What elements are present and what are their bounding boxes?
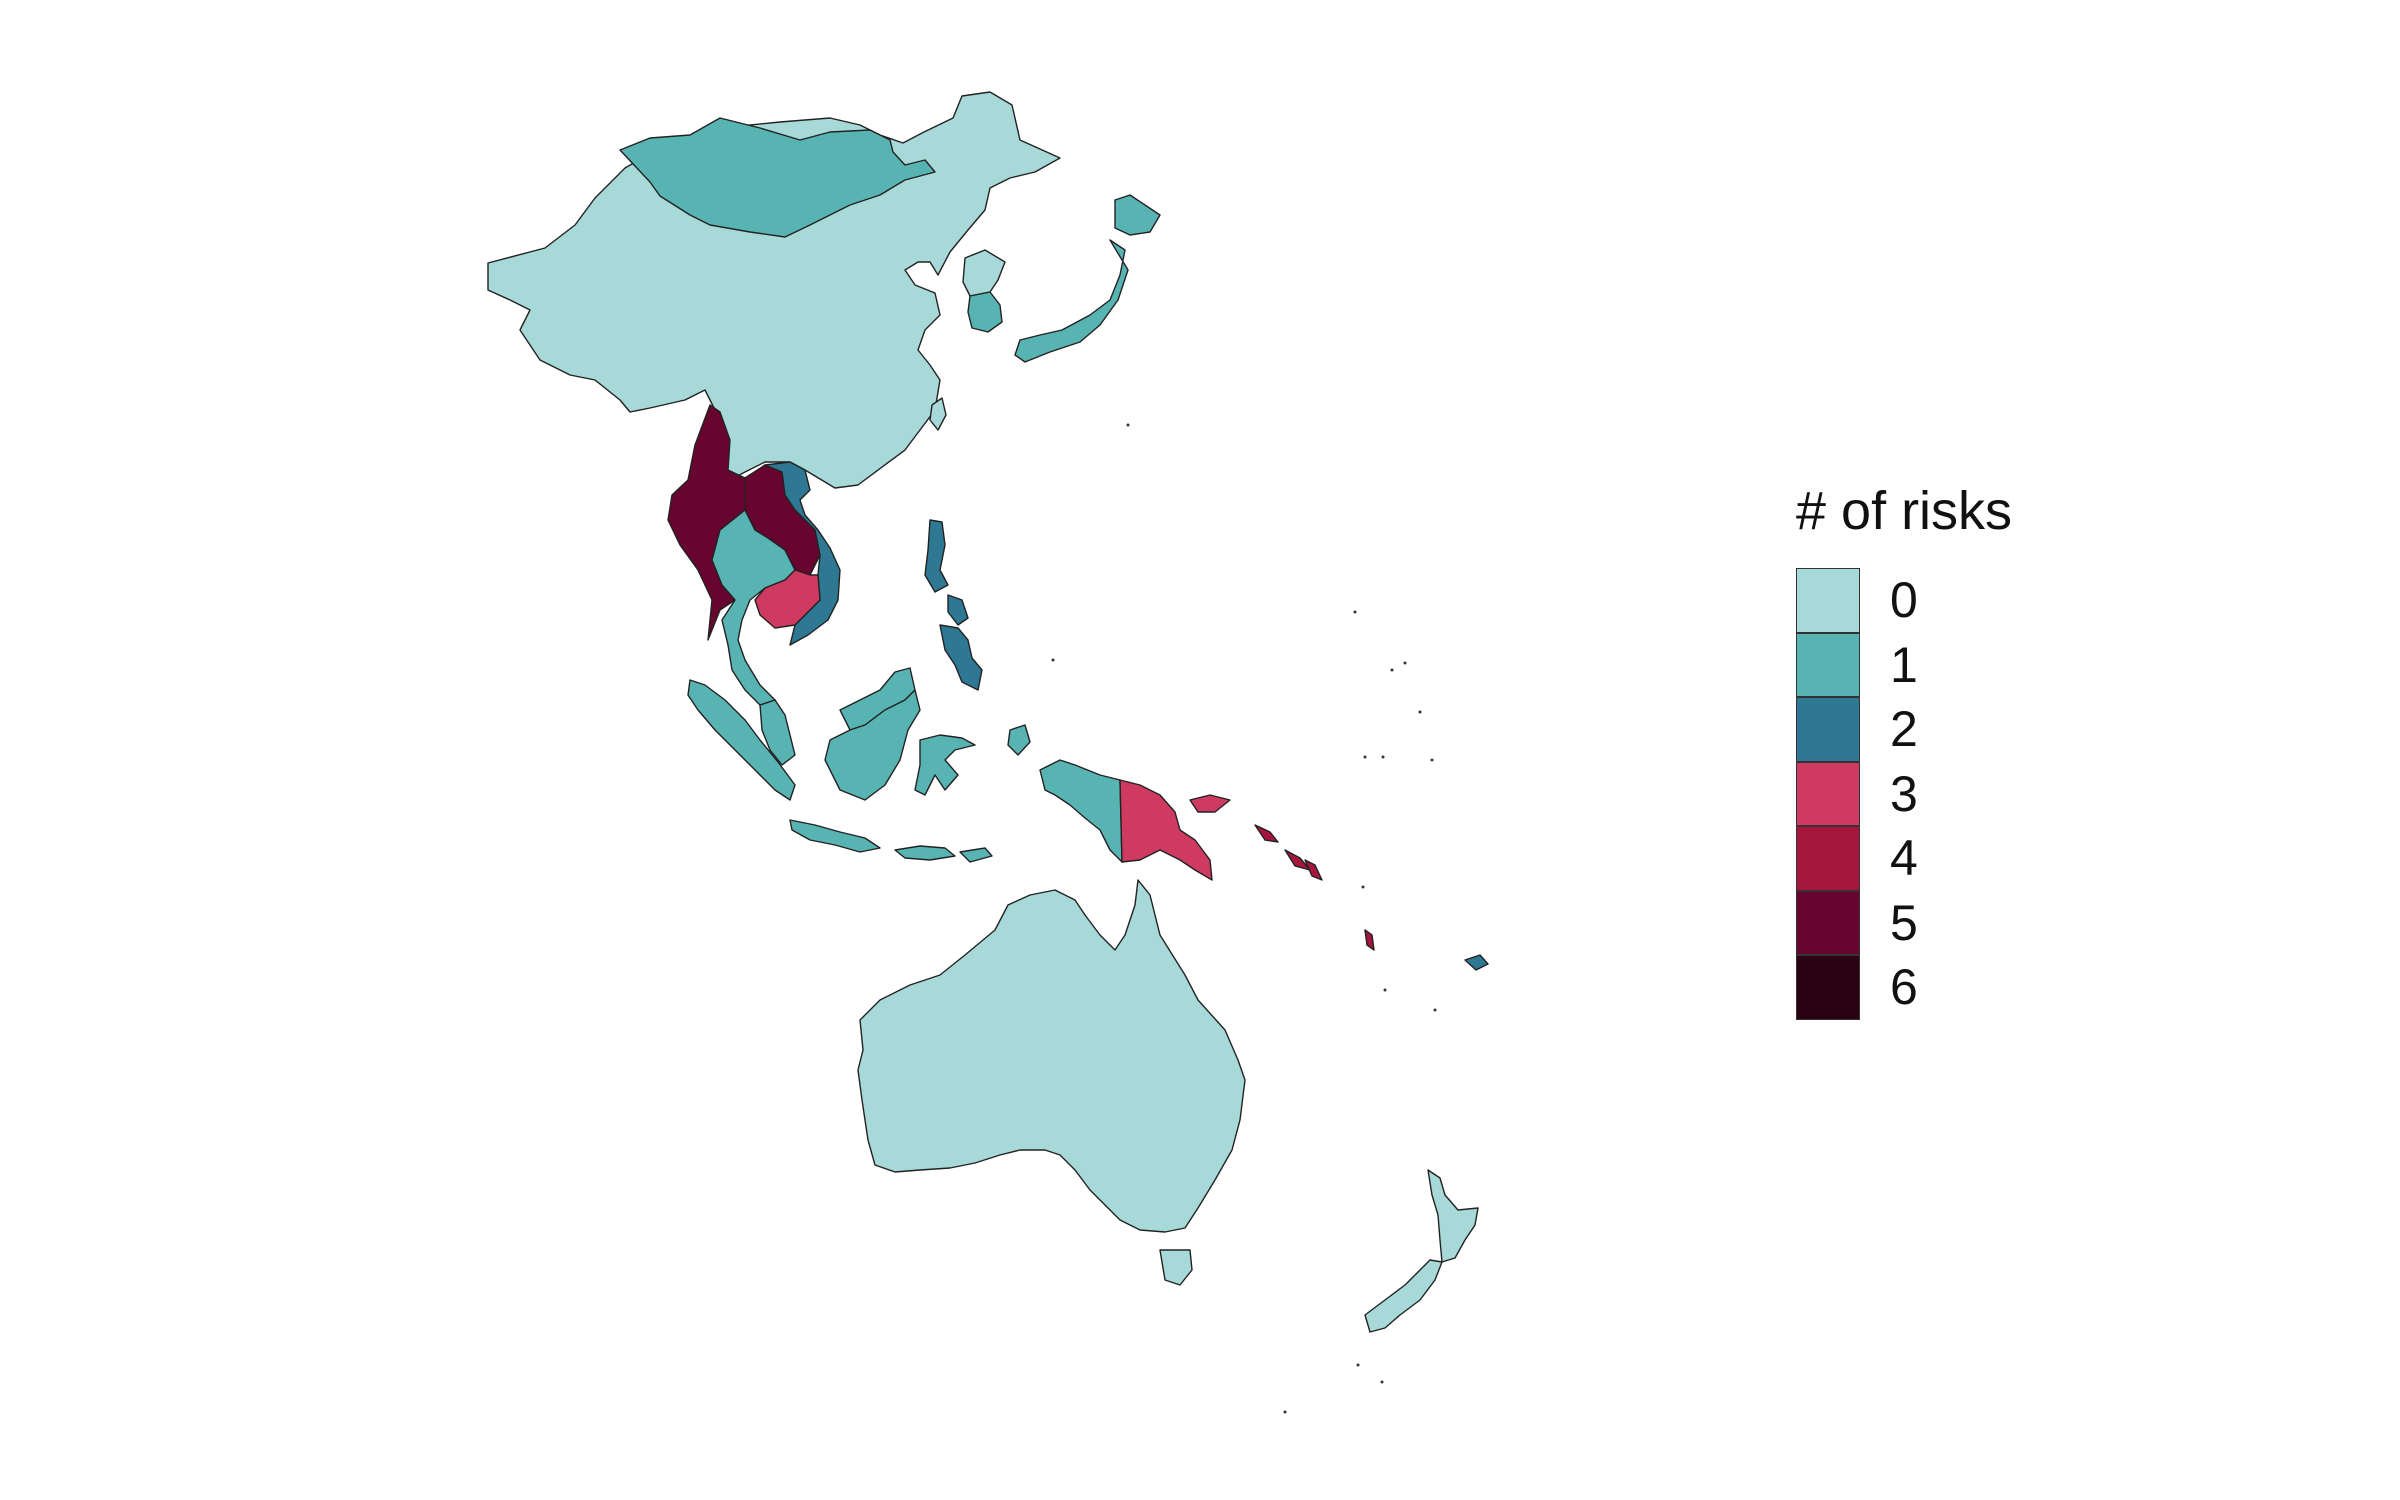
islet-marker <box>1381 755 1385 759</box>
philippines <box>947 594 969 626</box>
south-korea <box>967 291 1003 333</box>
islet-marker <box>1283 1410 1287 1414</box>
islet-marker <box>1418 710 1422 714</box>
fiji <box>1464 954 1489 971</box>
islet-marker <box>1353 610 1357 614</box>
legend-label: 0 <box>1890 572 1918 629</box>
islet-marker <box>1380 1380 1384 1384</box>
indonesia <box>1039 759 1123 863</box>
legend-swatch <box>1796 697 1860 762</box>
new-zealand <box>1364 1259 1443 1333</box>
islet-marker <box>1390 668 1394 672</box>
legend-label: 6 <box>1890 959 1918 1016</box>
legend-label: 5 <box>1890 894 1918 951</box>
islet-marker <box>1403 661 1407 665</box>
philippines <box>924 519 949 593</box>
legend-label: 3 <box>1890 765 1918 822</box>
islet-marker <box>1356 1363 1360 1367</box>
legend-label: 2 <box>1890 701 1918 758</box>
legend-swatch <box>1796 761 1860 826</box>
indonesia <box>789 819 881 853</box>
legend-item: 6 <box>1796 955 2096 1020</box>
papua-new-guinea <box>1119 779 1213 881</box>
legend: # of risks 0 1 2 3 4 5 6 <box>1796 484 2096 1020</box>
legend-item: 4 <box>1796 826 2096 891</box>
indonesia <box>959 847 993 863</box>
islet-marker <box>1126 423 1130 427</box>
legend-label: 4 <box>1890 830 1918 887</box>
australia <box>857 879 1246 1233</box>
solomon-islands <box>1304 859 1323 881</box>
indonesia <box>914 734 976 796</box>
islet-marker <box>1361 885 1365 889</box>
indonesia <box>894 845 956 861</box>
vietnam <box>764 461 841 646</box>
legend-item: 5 <box>1796 890 2096 955</box>
cambodia <box>754 569 821 629</box>
legend-swatch <box>1796 826 1860 891</box>
australia <box>1159 1249 1193 1286</box>
japan <box>1114 194 1161 236</box>
islet-marker <box>1433 1008 1437 1012</box>
islet-marker <box>1051 658 1055 662</box>
legend-swatch <box>1796 955 1860 1020</box>
legend-swatch <box>1796 890 1860 955</box>
legend-item: 0 <box>1796 568 2096 633</box>
vanuatu <box>1364 929 1375 951</box>
indonesia <box>824 689 921 801</box>
indonesia <box>687 679 796 801</box>
taiwan <box>929 397 947 431</box>
legend-item: 3 <box>1796 761 2096 826</box>
legend-title: # of risks <box>1796 481 2013 541</box>
japan <box>1014 239 1129 363</box>
legend-item: 2 <box>1796 697 2096 762</box>
indonesia <box>1007 724 1031 756</box>
islet-marker <box>1383 988 1387 992</box>
islet-marker <box>1430 758 1434 762</box>
legend-swatch <box>1796 568 1860 633</box>
new-zealand <box>1427 1169 1479 1263</box>
thailand <box>711 509 796 706</box>
north-korea <box>962 249 1006 297</box>
malaysia <box>759 699 796 766</box>
mongolia <box>619 117 936 238</box>
papua-new-guinea <box>1189 794 1231 813</box>
solomon-islands <box>1254 824 1279 843</box>
legend-swatch <box>1796 632 1860 697</box>
islet-marker <box>1363 755 1367 759</box>
legend-item: 1 <box>1796 632 2096 697</box>
legend-items: 0 1 2 3 4 5 6 <box>1796 568 2096 1020</box>
china <box>487 91 1061 489</box>
legend-label: 1 <box>1890 636 1918 693</box>
philippines <box>939 624 983 691</box>
